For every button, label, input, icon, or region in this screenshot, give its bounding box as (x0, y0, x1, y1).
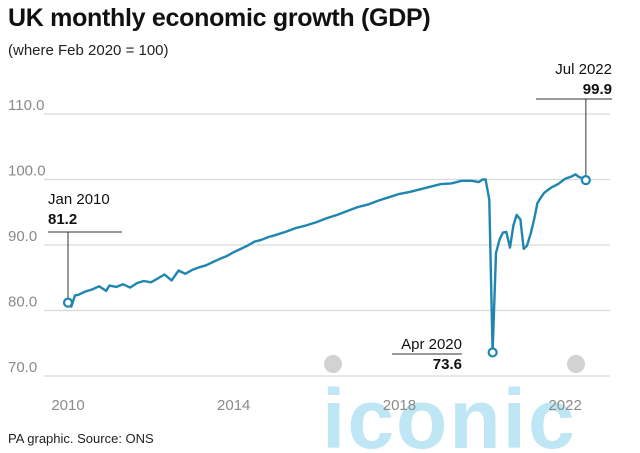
y-tick-label: 110.0 (8, 97, 44, 114)
y-axis-ticks: 70.0 80.0 90.0 100.0 110.0 (8, 97, 46, 376)
x-tick-label: 2022 (548, 397, 581, 414)
watermark-dot-left (324, 355, 342, 373)
annotation-value: 73.6 (433, 356, 462, 373)
watermark-dot-right (567, 355, 585, 373)
annotation-value: 99.9 (583, 81, 612, 98)
x-tick-label: 2014 (217, 397, 250, 414)
annotation-marker (62, 297, 74, 308)
x-axis-ticks: 2010 2014 2018 2022 (51, 397, 582, 414)
y-tick-label: 80.0 (8, 294, 37, 311)
annotation-label: Jul 2022 (555, 61, 612, 78)
annotation-marker (580, 175, 591, 186)
y-tick-label: 70.0 (8, 359, 37, 376)
gdp-series-line (67, 173, 587, 354)
grid (44, 113, 610, 377)
watermark-text: iconic (322, 372, 577, 453)
annotation-marker (487, 347, 498, 358)
watermark: iconic (322, 355, 585, 453)
annotation-label: Jan 2010 (48, 191, 110, 208)
x-tick-label: 2018 (383, 397, 416, 414)
y-tick-label: 100.0 (8, 163, 46, 180)
chart-subtitle: (where Feb 2020 = 100) (8, 42, 169, 59)
y-tick-label: 90.0 (8, 228, 37, 245)
chart-title: UK monthly economic growth (GDP) (8, 4, 431, 32)
source-note: PA graphic. Source: ONS (8, 431, 154, 446)
x-tick-label: 2010 (51, 397, 84, 414)
annotations: Jan 2010 81.2 Apr 2020 73.6 Jul 2022 99.9 (48, 61, 612, 373)
annotation-value: 81.2 (48, 211, 77, 228)
annotation-label: Apr 2020 (401, 336, 462, 353)
